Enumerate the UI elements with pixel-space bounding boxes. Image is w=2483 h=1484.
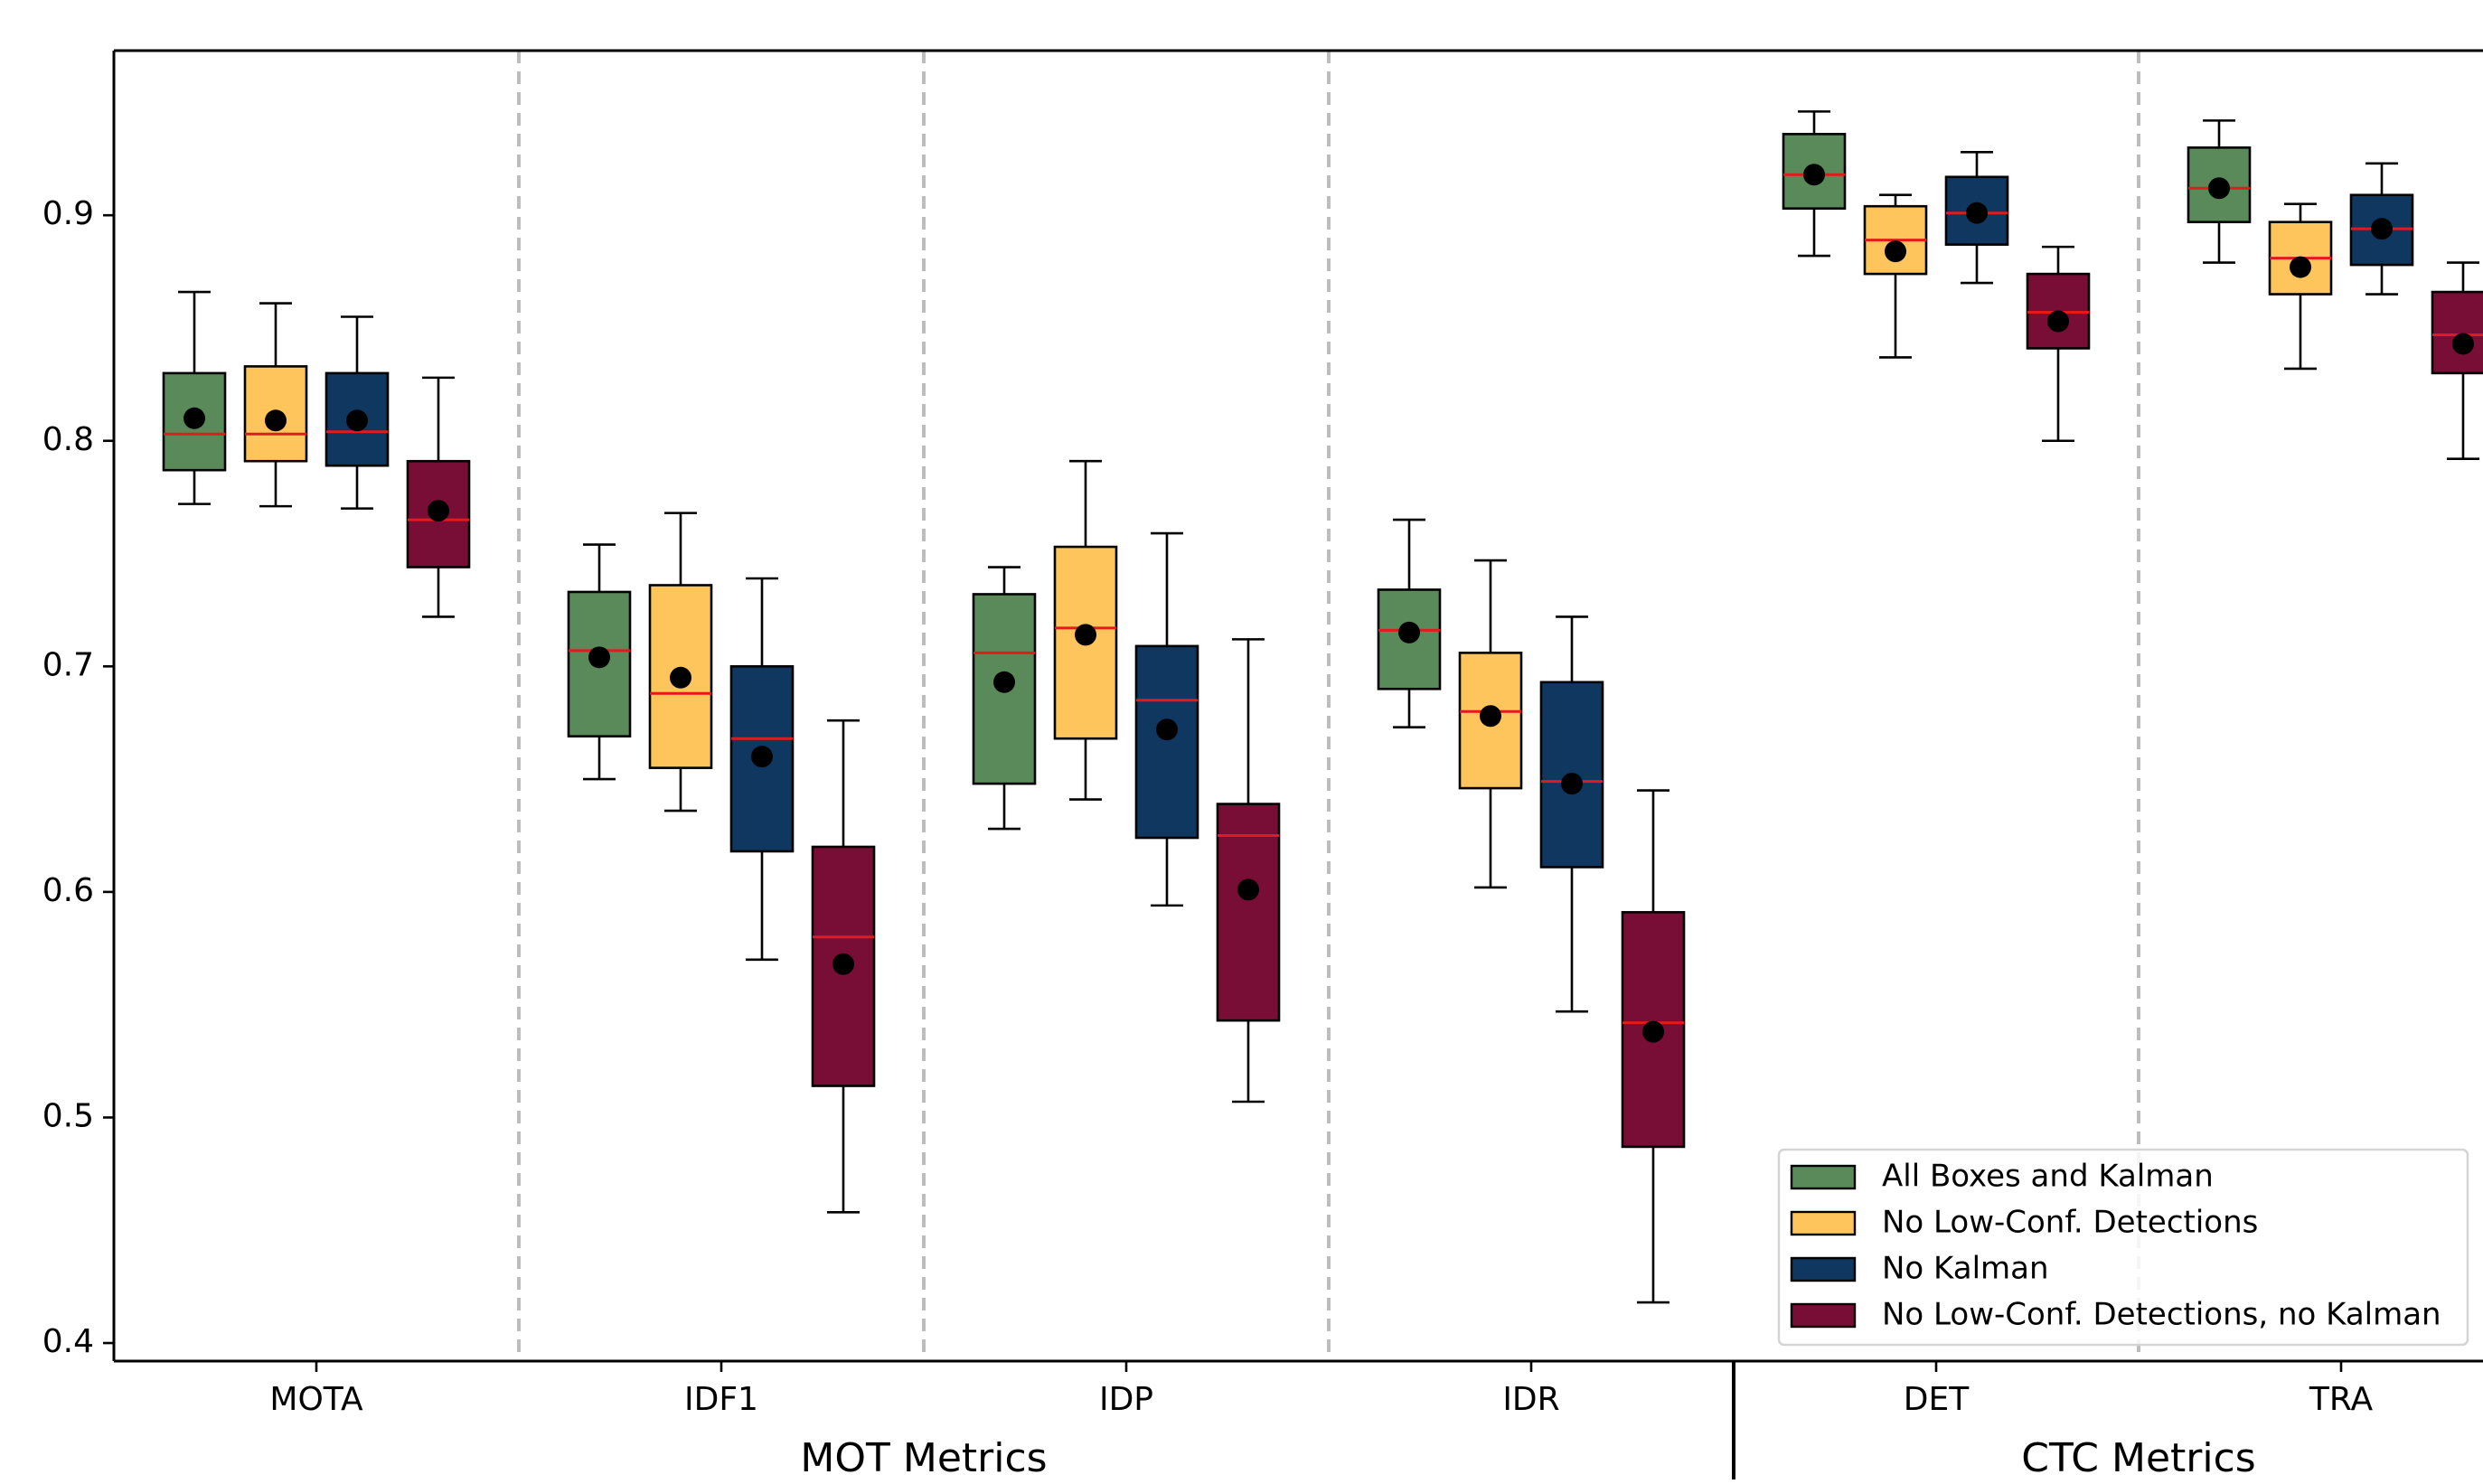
box-plot <box>1458 559 1523 889</box>
legend-label: All Boxes and Kalman <box>1882 1159 2214 1195</box>
legend-item: All Boxes and Kalman <box>1790 1159 2214 1195</box>
mean-marker <box>2452 333 2474 355</box>
legend: All Boxes and Kalman No Low-Conf. Detecti… <box>1777 1148 2469 1347</box>
mean-marker <box>1075 624 1096 646</box>
legend-label: No Low-Conf. Detections, no Kalman <box>1882 1297 2441 1333</box>
legend-swatch <box>1790 1164 1857 1190</box>
mean-marker <box>751 746 773 768</box>
mean-marker <box>1398 621 1420 643</box>
box-plot <box>729 577 795 962</box>
box-plot <box>1863 193 1928 359</box>
mean-marker <box>1480 705 1501 728</box>
box-plot <box>2026 245 2091 443</box>
box-plot <box>2268 202 2333 371</box>
section-separators <box>517 51 2140 1361</box>
legend-swatch <box>1790 1256 1857 1282</box>
mean-marker <box>1156 719 1178 741</box>
group-label: MOT Metrics <box>800 1435 1047 1479</box>
box-plot <box>1216 638 1281 1104</box>
x-tick-label: IDP <box>1099 1381 1153 1418</box>
y-tick-label: 0.4 <box>42 1323 94 1360</box>
box-plot <box>406 376 471 618</box>
mean-marker <box>2290 256 2311 278</box>
legend-swatch <box>1790 1210 1857 1236</box>
box-iqr <box>1216 803 1281 1022</box>
box-plot <box>1134 531 1199 907</box>
legend-label: No Kalman <box>1882 1251 2049 1287</box>
axes-layer: 0.4 0.5 0.6 0.7 0.8 0.9 MOTA IDF1 IDP IDR DET TRA MO… <box>42 49 2483 1481</box>
mean-marker <box>670 666 691 689</box>
box-plot <box>1621 789 1686 1304</box>
box-plot <box>972 566 1037 831</box>
mean-marker <box>183 407 205 429</box>
mean-marker <box>2371 218 2393 240</box>
boxes-layer <box>162 110 2483 1304</box>
y-tick-label: 0.6 <box>42 872 94 909</box>
mean-marker <box>1966 202 1988 224</box>
mean-marker <box>265 409 287 432</box>
x-tick-label: DET <box>1904 1381 1970 1418</box>
mean-marker <box>2208 177 2230 200</box>
mean-marker <box>832 953 854 975</box>
mean-marker <box>1642 1020 1664 1043</box>
mean-marker <box>1803 164 1825 186</box>
mean-marker <box>428 500 449 522</box>
x-tick-label: IDF1 <box>684 1381 758 1418</box>
legend-label: No Low-Conf. Detections <box>1882 1205 2258 1241</box>
mean-marker <box>1237 878 1259 901</box>
y-tick-label: 0.9 <box>42 195 94 232</box>
box-plot <box>1944 151 2009 285</box>
legend-frame <box>1777 1148 2469 1347</box>
x-tick-label: TRA <box>2309 1381 2374 1418</box>
y-tick-label: 0.8 <box>42 421 94 458</box>
mean-marker <box>1561 773 1583 795</box>
mean-marker <box>346 409 368 432</box>
x-tick-label: IDR <box>1502 1381 1559 1418</box>
box-plot <box>162 290 227 505</box>
box-plot <box>648 512 713 812</box>
box-plot <box>1377 518 1442 729</box>
box-plot <box>567 543 632 781</box>
box-plot <box>324 315 390 510</box>
box-plot <box>1782 110 1847 258</box>
box-plot <box>243 302 308 508</box>
box-plot <box>811 719 876 1214</box>
legend-item: No Low-Conf. Detections <box>1790 1205 2258 1241</box>
mean-marker <box>588 646 610 669</box>
group-label: CTC Metrics <box>2021 1435 2255 1479</box>
y-tick-label: 0.5 <box>42 1097 94 1134</box>
mean-marker <box>1885 240 1906 263</box>
box-iqr <box>1134 644 1199 840</box>
legend-item: No Low-Conf. Detections, no Kalman <box>1790 1297 2441 1333</box>
x-tick-label: MOTA <box>269 1381 363 1418</box>
legend-swatch <box>1790 1302 1857 1329</box>
mean-marker <box>2047 310 2069 333</box>
box-plot <box>2431 261 2483 461</box>
mean-marker <box>993 671 1015 693</box>
box-plot <box>1539 615 1604 1013</box>
box-plot <box>2349 162 2414 296</box>
y-tick-label: 0.7 <box>42 646 94 683</box>
box-plot <box>1053 459 1118 801</box>
box-plot <box>2187 119 2252 264</box>
legend-item: No Kalman <box>1790 1251 2049 1287</box>
box-iqr <box>2431 290 2483 375</box>
